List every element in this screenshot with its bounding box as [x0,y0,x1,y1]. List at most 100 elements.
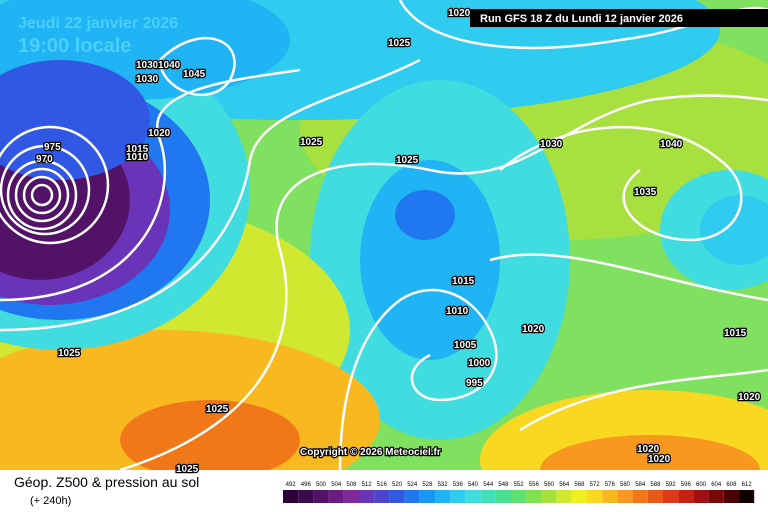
isobar-label: 1020 [637,444,660,455]
legend-value: 540 [468,482,479,488]
legend-value: 600 [696,482,707,488]
forecast-date: Jeudi 22 janvier 2026 [18,15,178,32]
isobar-label: 1030 [540,139,563,150]
legend-swatch [419,490,435,503]
legend-value: 584 [635,482,646,488]
isobar-label: 1035 [634,187,657,198]
legend-swatch [435,490,451,503]
legend-swatch [374,490,390,503]
legend-swatch [450,490,466,503]
isobar-label: 1020 [148,128,171,139]
legend-swatch [541,490,557,503]
legend-swatch [723,490,739,503]
legend-value: 544 [483,482,494,488]
isobar-label: 1020 [522,324,545,335]
isobar-label: 1020 [738,392,761,403]
isobar-label: 1010 [446,306,469,317]
isobar-label: 1040 [158,60,181,71]
isobar-label: 1025 [58,348,81,359]
isobar-label: 975 [44,142,61,153]
legend-swatch [587,490,603,503]
legend-value: 528 [422,482,433,488]
isobar-label: 970 [36,154,53,165]
isobar-label: 1025 [176,464,199,475]
isobar-label: 1010 [126,152,149,163]
legend-value: 588 [650,482,661,488]
isobar-label: 1000 [468,358,491,369]
legend-swatch [283,490,299,503]
legend-value: 580 [620,482,631,488]
legend-title: Géop. Z500 & pression au sol [14,474,199,490]
legend-swatch [617,490,633,503]
legend-swatch [404,490,420,503]
isobar-label: 1015 [724,328,747,339]
legend-swatch [526,490,542,503]
legend-value: 524 [407,482,418,488]
isobar-label: 1015 [452,276,475,287]
legend-swatch [298,490,314,503]
legend-swatch [602,490,618,503]
copyright: Copyright © 2026 Meteociel.fr [300,447,441,458]
legend-swatch [313,490,329,503]
legend-swatch [708,490,724,503]
legend-swatch [632,490,648,503]
isobar-label: 1020 [448,8,471,19]
run-banner [470,9,768,27]
legend-swatch [571,490,587,503]
legend-swatch [693,490,709,503]
isobar-label: 995 [466,378,483,389]
legend-value: 576 [605,482,616,488]
legend-value: 508 [346,482,357,488]
legend-scale: 492 496 500 504 508 512 516 520 524 528 532 536 540 5… [283,482,755,503]
isobar-label: 1030 [136,74,159,85]
legend-value: 548 [498,482,509,488]
legend-swatch [359,490,375,503]
legend-value: 592 [666,482,677,488]
legend-value: 604 [711,482,722,488]
isobar-label: 1025 [206,404,229,415]
legend-value: 496 [301,482,312,488]
legend-value: 536 [453,482,464,488]
legend-value: 512 [362,482,373,488]
legend-value: 564 [559,482,570,488]
legend-swatch [739,490,755,503]
legend-value: 568 [574,482,585,488]
legend-value: 608 [726,482,737,488]
legend-value: 504 [331,482,342,488]
isobar-label: 1045 [183,69,206,80]
legend-swatch [465,490,481,503]
legend-value: 500 [316,482,327,488]
legend-value: 492 [286,482,297,488]
legend-swatch [389,490,405,503]
run-info: Run GFS 18 Z du Lundi 12 janvier 2026 [480,13,683,25]
legend-swatch [511,490,527,503]
isobar-label: 1040 [660,139,683,150]
legend-value: 532 [438,482,449,488]
isobar-label: 1025 [388,38,411,49]
isobar-label: 1025 [300,137,323,148]
legend-value: 572 [590,482,601,488]
legend-swatch [328,490,344,503]
isobars [0,0,768,470]
forecast-time: 19:00 locale [18,35,131,57]
isobar-label: 1005 [454,340,477,351]
legend-swatch [663,490,679,503]
isobar-label: 1030 [136,60,159,71]
legend-value: 612 [742,482,753,488]
legend-swatch [480,490,496,503]
legend-lead: (+ 240h) [30,495,71,507]
legend-value: 552 [514,482,525,488]
isobar-label: 1025 [396,155,419,166]
legend-value: 520 [392,482,403,488]
legend-value: 556 [529,482,540,488]
legend-swatch [678,490,694,503]
legend-swatch [343,490,359,503]
legend-value: 516 [377,482,388,488]
isobar-label: 1015 [126,144,149,155]
legend-value: 596 [681,482,692,488]
legend-swatch [647,490,663,503]
legend-value: 560 [544,482,555,488]
